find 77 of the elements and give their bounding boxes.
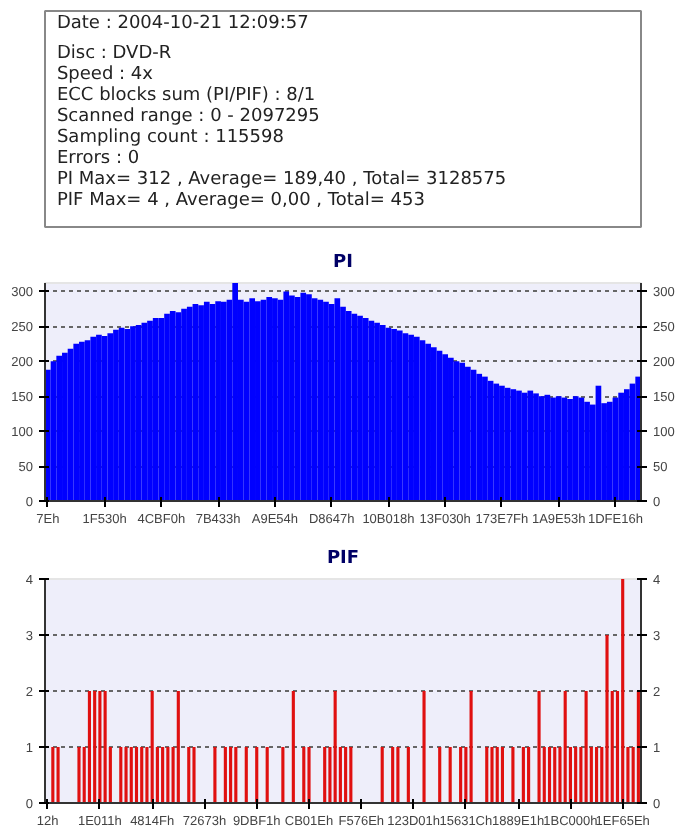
bar — [379, 324, 386, 501]
bar — [266, 296, 273, 501]
text: PIF Max= 4 , Average= 0,00 , Total= 453 — [56, 191, 425, 212]
bar — [499, 385, 505, 501]
bar — [510, 389, 517, 501]
bar — [147, 320, 153, 501]
bar — [198, 305, 204, 501]
bar — [391, 329, 397, 501]
bar — [459, 362, 466, 501]
chart-title: PIF — [326, 549, 360, 569]
text: Sampling count : 115598 — [56, 128, 285, 149]
bar — [550, 397, 556, 501]
bar — [396, 330, 403, 501]
bar — [169, 310, 176, 501]
bar — [124, 329, 131, 501]
bar — [203, 301, 210, 501]
bar — [533, 393, 539, 501]
bar — [345, 310, 352, 501]
bar — [527, 390, 534, 501]
bar — [164, 313, 170, 501]
bar — [606, 401, 613, 501]
bar — [220, 301, 227, 501]
text: PI Max= 312 , Average= 189,40 , Total= 3128575 — [56, 170, 507, 191]
bar — [362, 317, 369, 501]
bar — [300, 292, 307, 501]
bar — [413, 336, 420, 501]
bar — [340, 306, 346, 501]
bar — [538, 396, 545, 501]
bar — [73, 343, 80, 501]
bar — [448, 357, 454, 501]
bar — [186, 306, 193, 501]
bar — [283, 291, 290, 501]
text: Scanned range : 0 - 2097295 — [56, 106, 320, 127]
bar — [482, 376, 488, 501]
bar — [96, 334, 102, 501]
bar — [374, 322, 380, 501]
bar — [306, 294, 312, 501]
chart-title: PI — [333, 253, 353, 273]
bar — [493, 383, 500, 501]
bar — [442, 354, 449, 501]
bar — [113, 329, 119, 501]
bar — [272, 298, 278, 501]
text: Errors : 0 — [56, 149, 140, 170]
bar — [334, 298, 341, 501]
bar — [62, 352, 68, 501]
bar — [465, 366, 471, 501]
bar — [516, 390, 522, 501]
bar — [90, 336, 97, 501]
bar — [618, 392, 624, 501]
bar — [567, 398, 573, 501]
text: Date : 2004-10-21 12:09:57 — [56, 13, 309, 34]
bar — [107, 333, 114, 501]
text: Disc : DVD-R — [56, 43, 172, 64]
bar — [79, 341, 85, 501]
bar — [249, 298, 256, 501]
bar — [56, 355, 63, 501]
bar — [555, 396, 562, 501]
bar — [572, 396, 579, 501]
bar — [255, 301, 261, 501]
bar — [181, 308, 187, 501]
text: ECC blocks sum (PI/PIF) : 8/1 — [56, 85, 316, 106]
text: Speed : 4x — [56, 64, 155, 85]
bar — [623, 389, 630, 501]
bar — [425, 343, 431, 501]
bar — [317, 299, 324, 501]
bar — [476, 373, 483, 501]
bar — [130, 326, 136, 501]
bar — [152, 317, 159, 501]
bar — [584, 401, 590, 501]
bar — [408, 334, 414, 501]
bar — [430, 347, 437, 501]
bar — [289, 295, 295, 501]
bar — [357, 315, 363, 501]
bar — [141, 322, 148, 501]
bar — [323, 301, 329, 501]
bar — [232, 283, 238, 501]
bar — [215, 301, 221, 501]
